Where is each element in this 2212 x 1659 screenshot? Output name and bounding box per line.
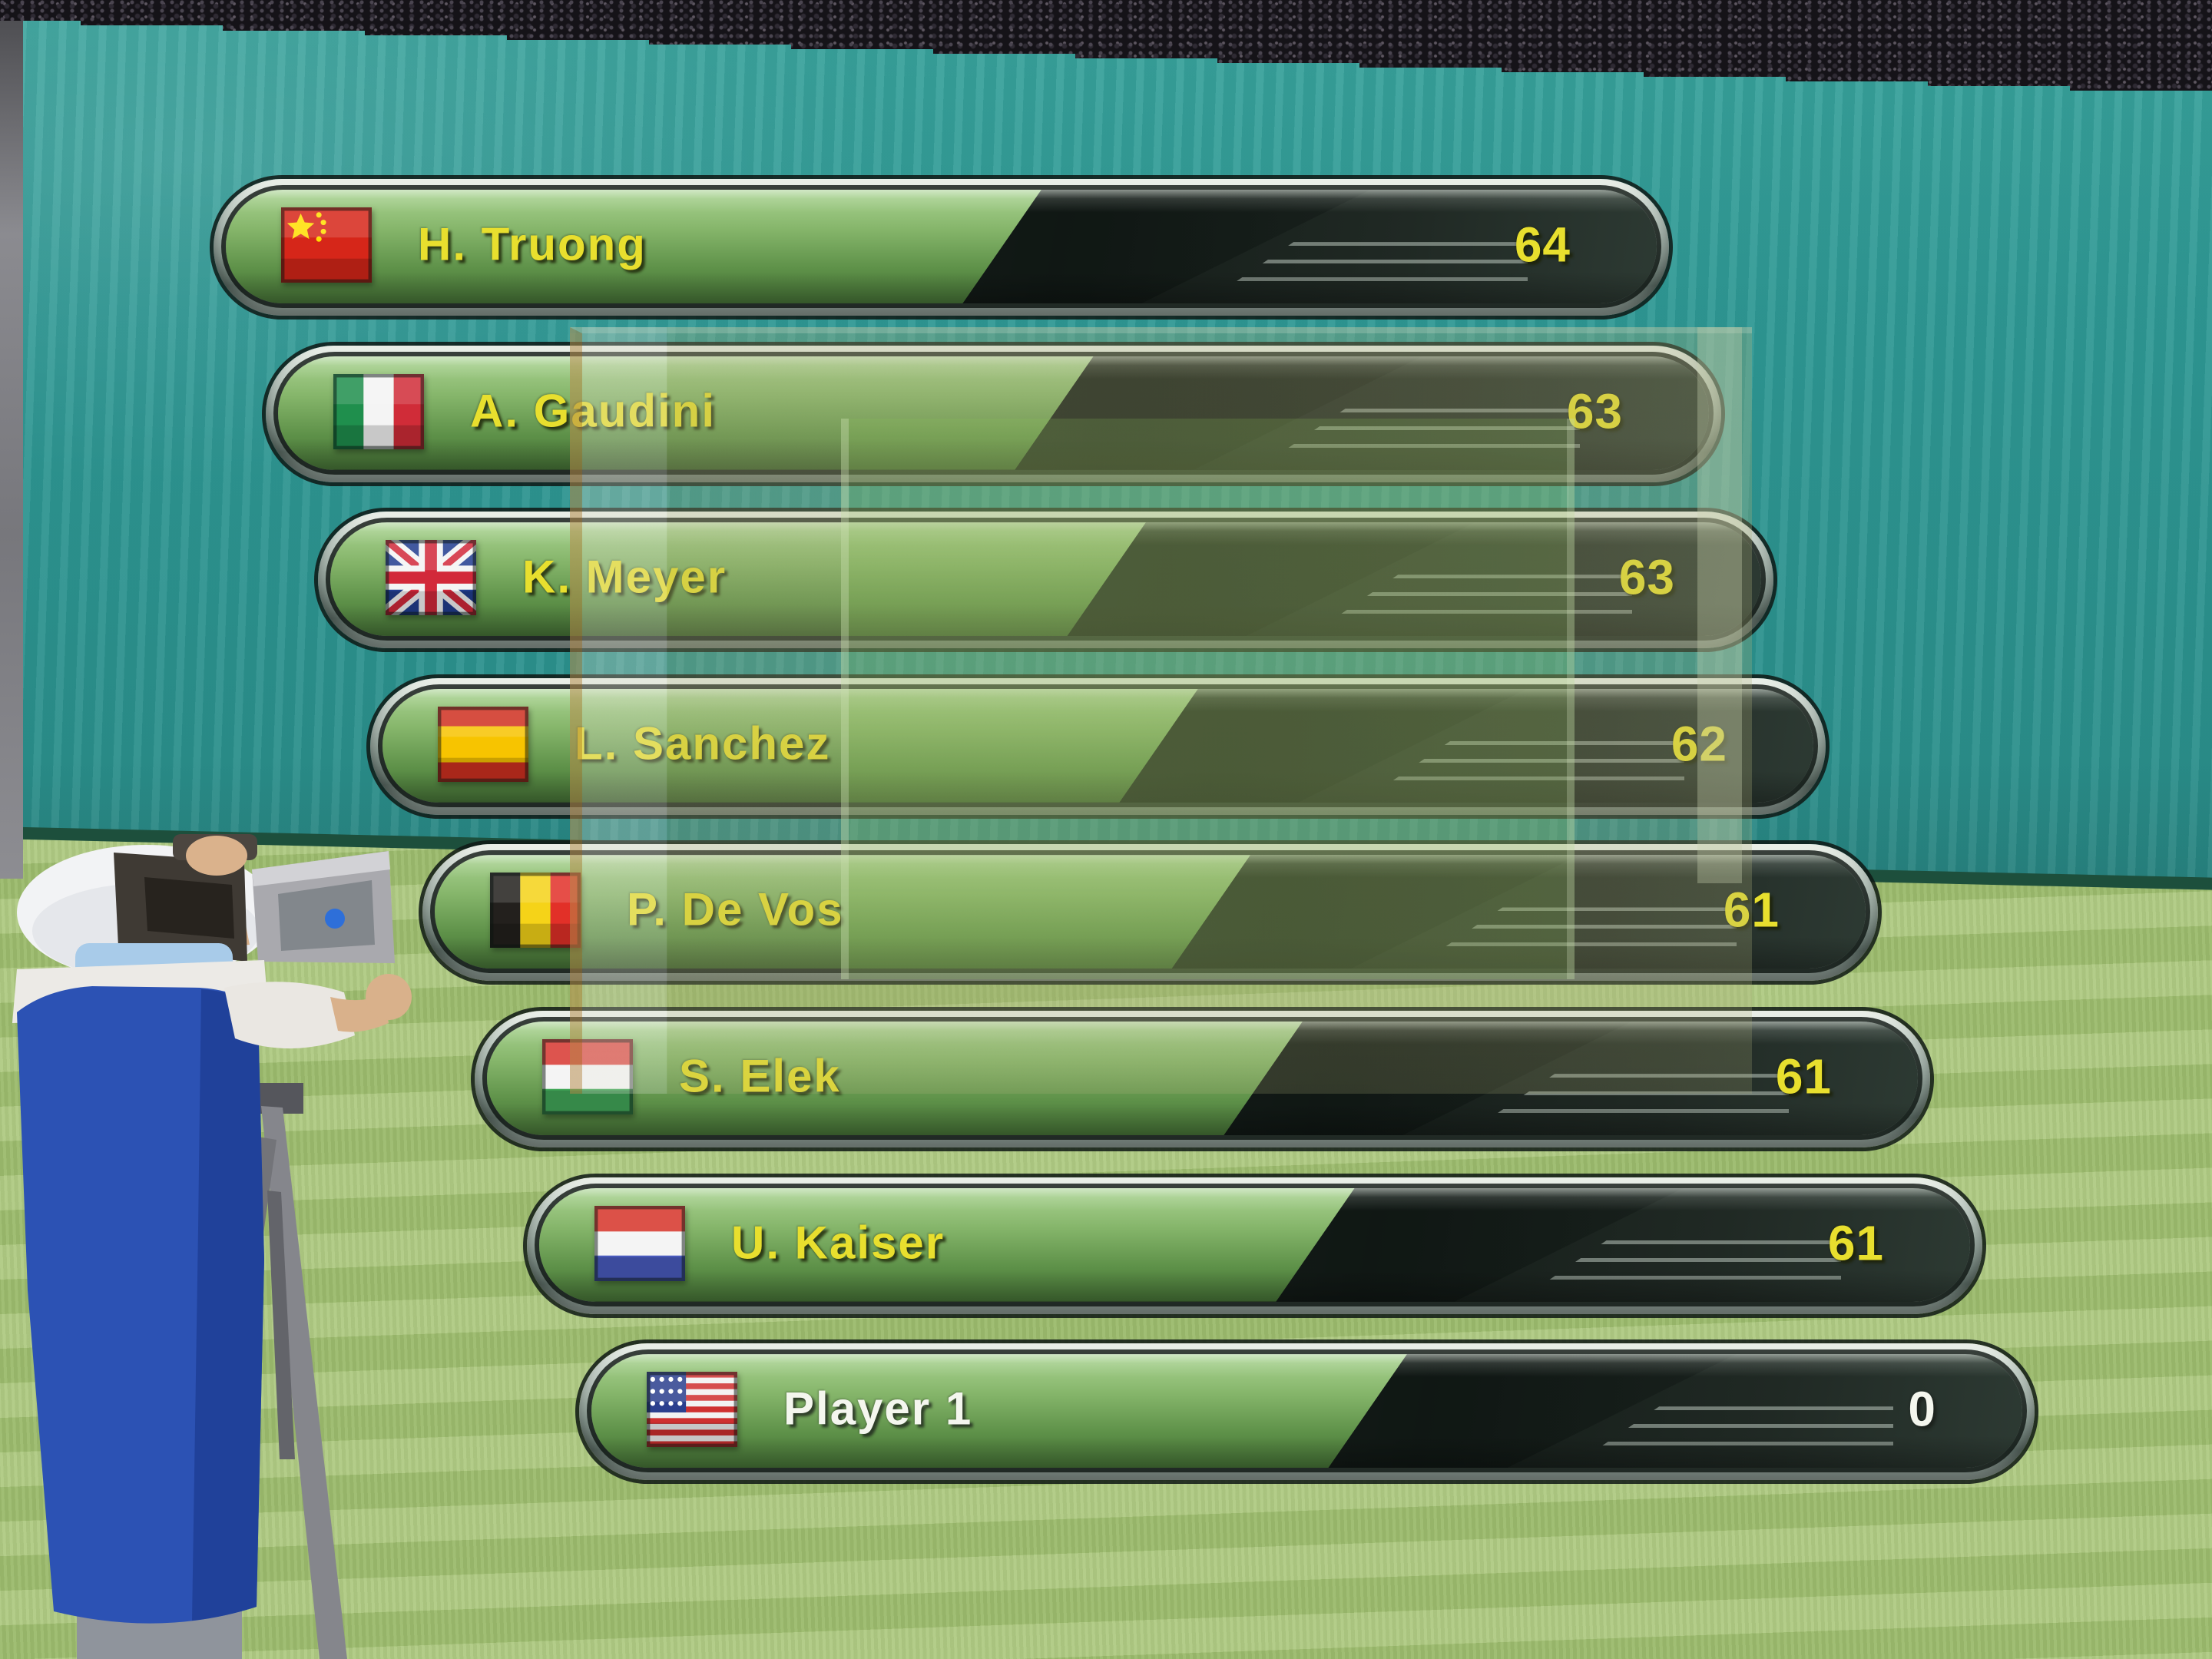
- row-inner: Player 1 0: [591, 1354, 2022, 1469]
- player-score: 61: [1827, 1215, 1884, 1271]
- leaderboard-row: K. Meyer 63: [318, 512, 1773, 649]
- uk-flag-icon: [386, 540, 476, 616]
- row-inner: P. De Vos 61: [435, 855, 1866, 969]
- wall-left-pillar: [0, 18, 23, 879]
- speed-lines-decoration: [1488, 1074, 1790, 1120]
- row-inner: A. Gaudini 63: [278, 356, 1709, 470]
- hungary-flag-icon: [542, 1039, 633, 1115]
- player-score: 62: [1671, 716, 1727, 772]
- speed-lines-decoration: [1593, 1406, 1894, 1452]
- player-name: U. Kaiser: [731, 1217, 945, 1269]
- player-name: L. Sanchez: [575, 717, 831, 770]
- player-score: 61: [1775, 1048, 1832, 1104]
- usa-flag-icon: [647, 1372, 737, 1448]
- player-score: 63: [1566, 383, 1623, 439]
- player-name: K. Meyer: [522, 551, 727, 603]
- leaderboard-row: S. Elek 61: [475, 1011, 1930, 1147]
- speed-lines-decoration: [1436, 907, 1737, 953]
- player-score: 63: [1618, 549, 1675, 605]
- tripod-leg: [267, 1190, 295, 1459]
- row-inner: U. Kaiser 61: [539, 1187, 1970, 1302]
- china-flag-icon: [281, 207, 372, 283]
- player-name: H. Truong: [418, 218, 647, 270]
- speed-lines-decoration: [1541, 1240, 1842, 1286]
- leaderboard-row: L. Sanchez 62: [370, 677, 1826, 815]
- row-inner: S. Elek 61: [487, 1022, 1918, 1135]
- raised-hand: [186, 836, 247, 876]
- player-name: P. De Vos: [627, 883, 844, 935]
- speed-lines-decoration: [1280, 408, 1581, 454]
- cameraman-figure: [12, 834, 412, 1659]
- speed-lines-decoration: [1227, 242, 1528, 288]
- player-score: 61: [1723, 882, 1780, 938]
- player-score: 0: [1908, 1381, 1936, 1437]
- tripod-leg: [261, 1106, 347, 1659]
- italy-flag-icon: [333, 373, 424, 449]
- spain-flag-icon: [438, 706, 528, 782]
- white-sleeve: [224, 982, 355, 1049]
- leaderboard-row: U. Kaiser 61: [527, 1177, 1982, 1314]
- speed-lines-decoration: [1384, 740, 1685, 787]
- row-inner: H. Truong 64: [226, 190, 1657, 303]
- netherlands-flag-icon: [594, 1205, 685, 1281]
- camera-indicator: [325, 909, 345, 929]
- player-name: Player 1: [783, 1382, 973, 1435]
- player-name: S. Elek: [679, 1050, 841, 1102]
- leaderboard-row: Player 1 0: [579, 1343, 2035, 1481]
- row-inner: L. Sanchez 62: [382, 688, 1813, 803]
- hand: [366, 974, 412, 1020]
- player-name: A. Gaudini: [470, 385, 716, 437]
- speed-lines-decoration: [1332, 575, 1633, 621]
- leaderboard-row: P. De Vos 61: [422, 844, 1878, 982]
- row-inner: K. Meyer 63: [330, 522, 1761, 637]
- leaderboard-row: H. Truong 64: [214, 179, 1669, 316]
- belgium-flag-icon: [490, 873, 581, 949]
- player-score: 64: [1514, 217, 1571, 273]
- leaderboard-row: A. Gaudini 63: [266, 345, 1721, 482]
